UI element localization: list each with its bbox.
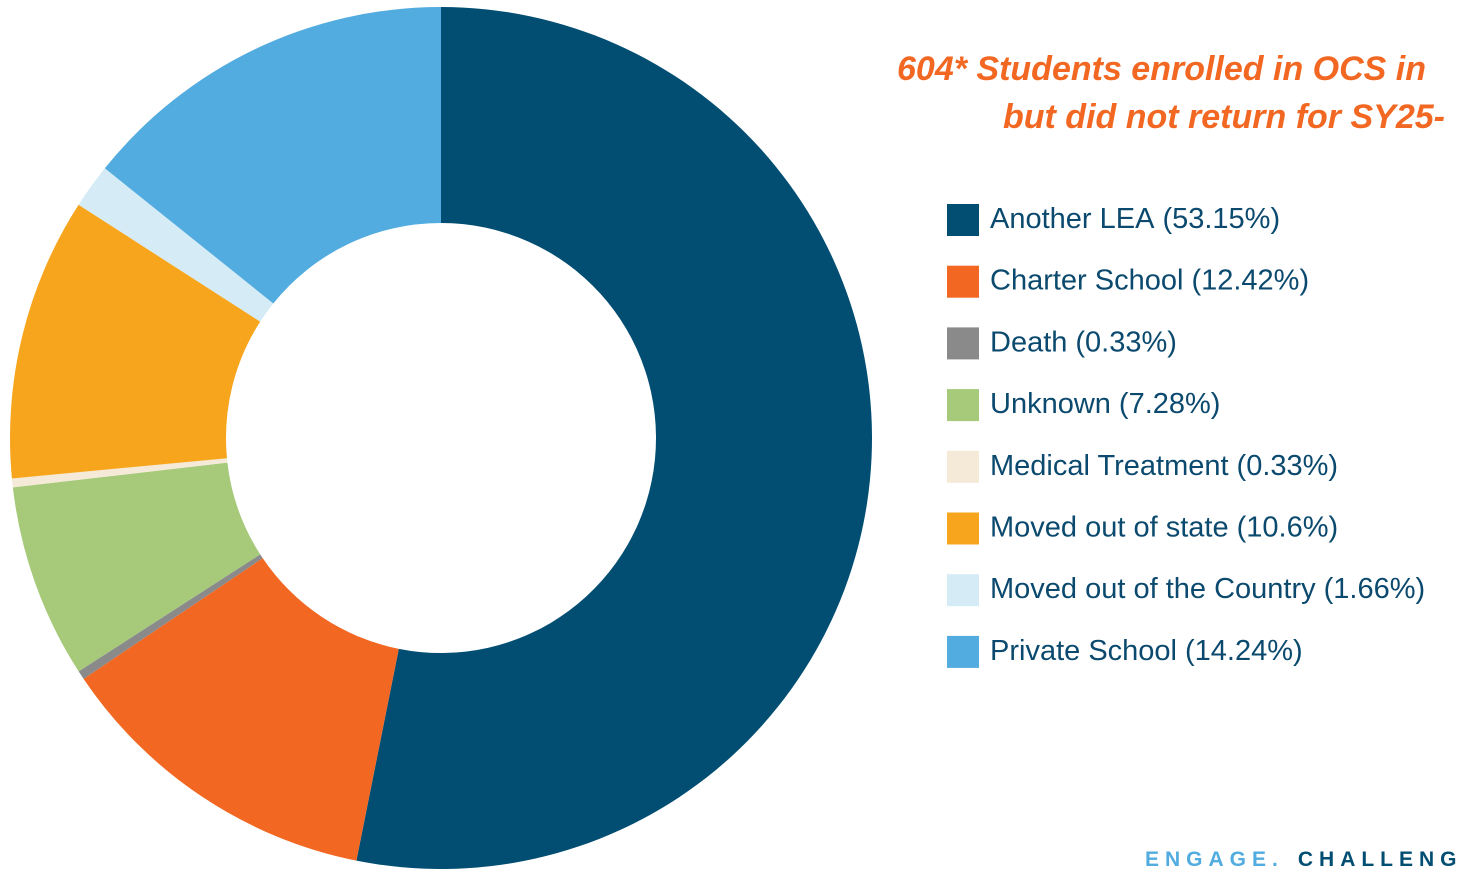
legend-value: (7.28%) xyxy=(1119,388,1221,420)
legend-entry: Medical Treatment (0.33%) xyxy=(990,449,1338,481)
legend-label: Medical Treatment xyxy=(990,449,1229,481)
donut-slice xyxy=(10,204,261,479)
footer-word: CHALLENG xyxy=(1298,848,1463,870)
legend-label: Moved out of the Country xyxy=(990,573,1316,605)
legend-label: Unknown xyxy=(990,388,1111,420)
legend-label: Death xyxy=(990,326,1067,358)
legend-value: (12.42%) xyxy=(1191,264,1309,296)
legend-value: (1.66%) xyxy=(1324,573,1426,605)
legend-entry: Moved out of the Country (1.66%) xyxy=(990,573,1425,605)
donut-slice xyxy=(11,458,228,488)
legend-entry: Another LEA (53.15%) xyxy=(990,203,1280,235)
legend-swatch xyxy=(947,327,979,360)
donut-slice xyxy=(12,462,261,672)
legend-swatch xyxy=(947,204,979,236)
donut-slice xyxy=(78,554,263,679)
legend-value: (10.6%) xyxy=(1237,511,1339,543)
legend-label: Charter School xyxy=(990,264,1183,296)
legend-value: (14.24%) xyxy=(1185,635,1303,667)
legend-value: (53.15%) xyxy=(1162,203,1280,235)
donut-slice xyxy=(104,7,442,304)
legend-swatch xyxy=(947,450,979,483)
legend-label: Private School xyxy=(990,635,1177,667)
legend-swatch xyxy=(947,512,979,545)
legend-swatch xyxy=(947,265,979,298)
legend-value: (0.33%) xyxy=(1075,326,1177,358)
legend-entry: Charter School (12.42%) xyxy=(990,264,1309,296)
donut-slice xyxy=(356,7,873,870)
legend-entry: Unknown (7.28%) xyxy=(990,388,1220,420)
legend-entry: Private School (14.24%) xyxy=(990,635,1303,667)
legend-swatch xyxy=(947,389,979,422)
donut-slice xyxy=(83,558,399,861)
footer: ENGAGE. CHALLENG xyxy=(1145,848,1463,870)
legend-swatch xyxy=(947,574,979,607)
donut-slice xyxy=(78,168,274,322)
legend-entry: Moved out of state (10.6%) xyxy=(990,511,1338,543)
footer-word: ENGAGE. xyxy=(1145,848,1284,870)
title-line: but did not return for SY25- xyxy=(1003,98,1445,136)
legend-swatch xyxy=(947,635,979,668)
legend-label: Another LEA xyxy=(990,203,1155,235)
legend-label: Moved out of state xyxy=(990,511,1229,543)
legend-value: (0.33%) xyxy=(1237,449,1339,481)
title-line: 604* Students enrolled in OCS in xyxy=(897,50,1426,88)
legend-entry: Death (0.33%) xyxy=(990,326,1177,358)
